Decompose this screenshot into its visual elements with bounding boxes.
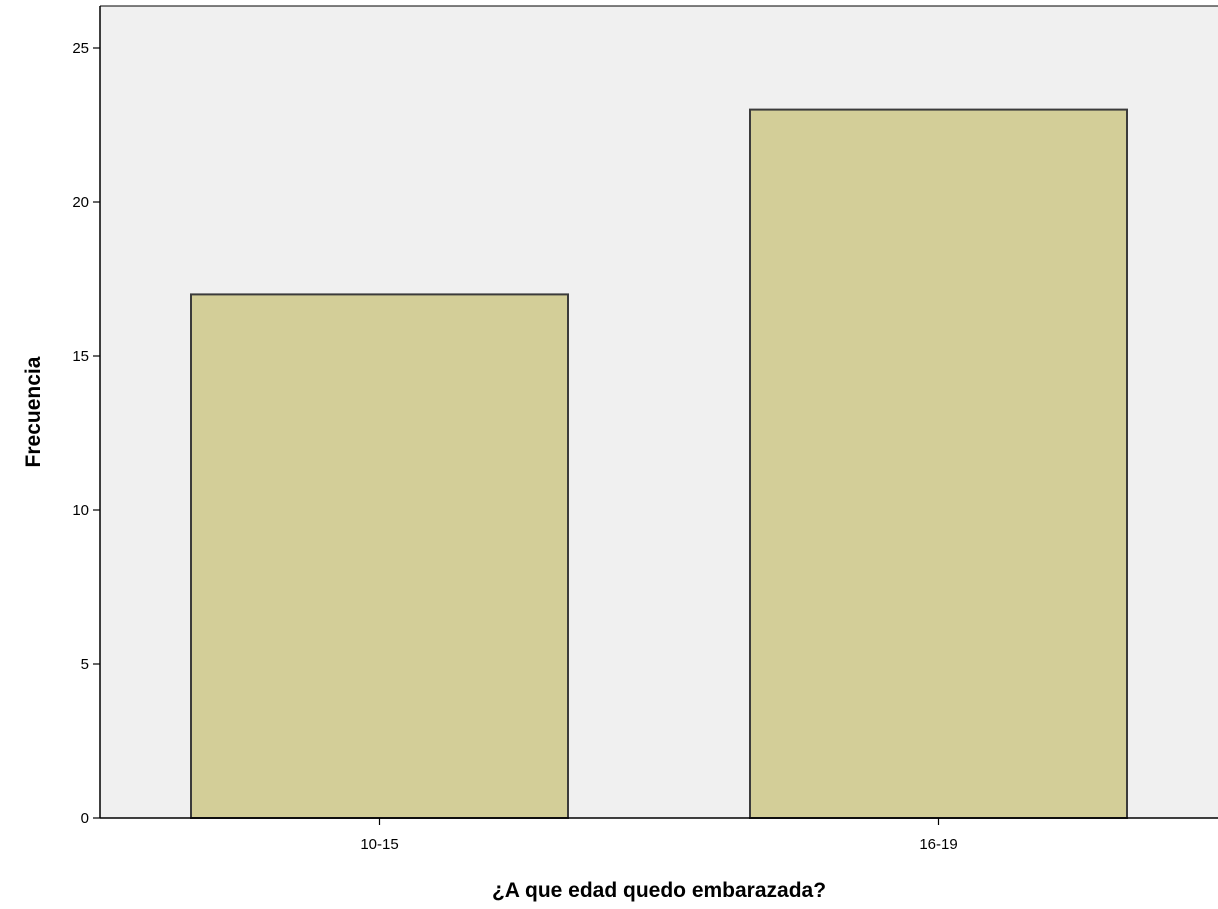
bar-10-15 [190,293,569,819]
x-axis-title: ¿A que edad quedo embarazada? [492,879,826,902]
y-axis: 0 5 10 15 20 25 [72,5,1218,827]
y-tick-label-20: 20 [72,194,89,211]
x-tick-label-16-19: 16-19 [919,836,957,853]
y-tick-label-10: 10 [72,502,89,519]
y-tick-label-15: 15 [72,348,89,365]
x-axis: 10-15 16-19 [100,817,1218,853]
bar-16-19 [749,108,1128,820]
x-tick-label-10-15: 10-15 [360,836,398,853]
y-tick-label-0: 0 [81,810,89,827]
bars-group [190,108,1128,820]
y-axis-title: Frecuencia [22,356,45,467]
y-tick-label-5: 5 [81,656,89,673]
y-tick-label-25: 25 [72,40,89,57]
